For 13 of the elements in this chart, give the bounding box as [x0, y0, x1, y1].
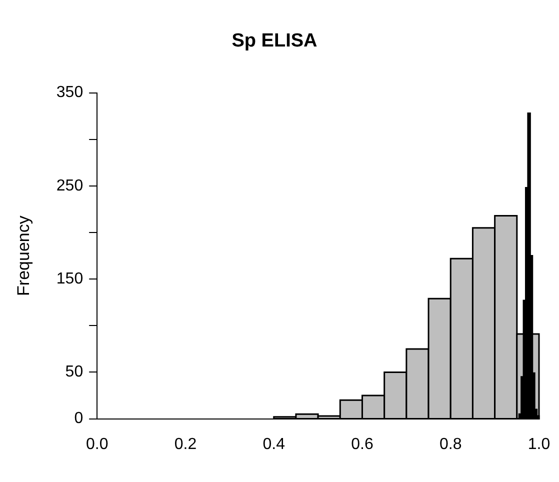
- y-tick-label: 350: [56, 84, 84, 102]
- chart-title: Sp ELISA: [232, 30, 318, 52]
- x-tick-label: 0.4: [262, 436, 286, 453]
- x-tick-label: 1.0: [528, 436, 550, 453]
- y-tick-label: 150: [56, 270, 84, 288]
- y-tick-label: 250: [56, 177, 84, 194]
- x-tick-label: 0.6: [351, 436, 374, 453]
- x-tick-label: 0.8: [439, 436, 462, 453]
- y-tick-label: 0: [74, 410, 84, 428]
- y-tick-label: 50: [65, 364, 84, 381]
- x-tick-label: 0.2: [174, 436, 197, 453]
- x-tick-label: 0.0: [86, 436, 108, 453]
- y-axis-title: Frequency: [14, 215, 33, 296]
